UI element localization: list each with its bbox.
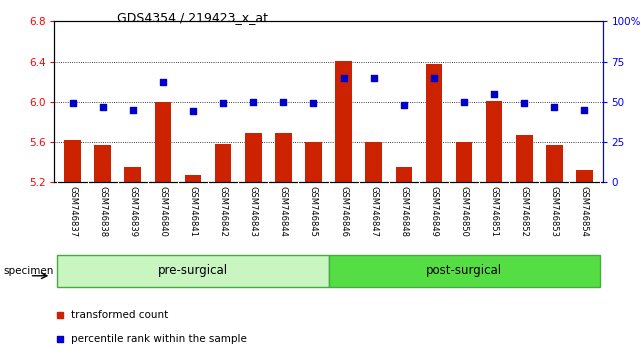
Text: GSM746849: GSM746849: [429, 186, 438, 237]
FancyBboxPatch shape: [328, 255, 599, 287]
FancyBboxPatch shape: [58, 255, 328, 287]
Bar: [365, 142, 382, 182]
Point: [519, 101, 529, 106]
Text: GSM746852: GSM746852: [520, 186, 529, 237]
Bar: [395, 167, 412, 182]
Text: GSM746850: GSM746850: [460, 186, 469, 237]
Bar: [154, 102, 171, 182]
Point: [459, 99, 469, 105]
Point: [128, 107, 138, 113]
Bar: [215, 144, 231, 182]
Point: [429, 75, 439, 80]
Point: [399, 102, 409, 108]
Text: specimen: specimen: [3, 266, 54, 276]
Point: [489, 91, 499, 97]
Point: [308, 101, 319, 106]
Text: GSM746846: GSM746846: [339, 186, 348, 237]
Text: GSM746854: GSM746854: [580, 186, 589, 237]
Text: GSM746844: GSM746844: [279, 186, 288, 237]
Text: percentile rank within the sample: percentile rank within the sample: [71, 334, 247, 344]
Bar: [185, 175, 201, 182]
Text: GSM746845: GSM746845: [309, 186, 318, 237]
Point: [549, 104, 560, 109]
Text: GSM746837: GSM746837: [68, 186, 77, 237]
Point: [278, 99, 288, 105]
Bar: [426, 63, 442, 182]
Text: GSM746842: GSM746842: [219, 186, 228, 237]
Bar: [456, 142, 472, 182]
Point: [373, 184, 383, 190]
Bar: [64, 140, 81, 182]
Bar: [94, 145, 111, 182]
Bar: [546, 145, 563, 182]
Point: [158, 80, 168, 85]
Bar: [245, 133, 262, 182]
Point: [579, 107, 590, 113]
Point: [97, 104, 108, 109]
Bar: [305, 142, 322, 182]
Bar: [516, 135, 533, 182]
Bar: [335, 61, 352, 182]
Point: [338, 75, 349, 80]
Text: GSM746851: GSM746851: [490, 186, 499, 237]
Bar: [124, 167, 141, 182]
Bar: [576, 170, 593, 182]
Text: pre-surgical: pre-surgical: [158, 264, 228, 277]
Point: [67, 101, 78, 106]
Text: post-surgical: post-surgical: [426, 264, 502, 277]
Point: [188, 109, 198, 114]
Bar: [275, 133, 292, 182]
Text: GSM746848: GSM746848: [399, 186, 408, 237]
Text: GSM746843: GSM746843: [249, 186, 258, 237]
Text: GSM746838: GSM746838: [98, 186, 107, 237]
Bar: [486, 101, 503, 182]
Text: GSM746841: GSM746841: [188, 186, 197, 237]
Text: GDS4354 / 219423_x_at: GDS4354 / 219423_x_at: [117, 11, 268, 24]
Text: GSM746840: GSM746840: [158, 186, 167, 237]
Point: [218, 101, 228, 106]
Text: GSM746853: GSM746853: [550, 186, 559, 237]
Point: [248, 99, 258, 105]
Text: transformed count: transformed count: [71, 310, 168, 320]
Text: GSM746839: GSM746839: [128, 186, 137, 237]
Text: GSM746847: GSM746847: [369, 186, 378, 237]
Point: [369, 75, 379, 80]
